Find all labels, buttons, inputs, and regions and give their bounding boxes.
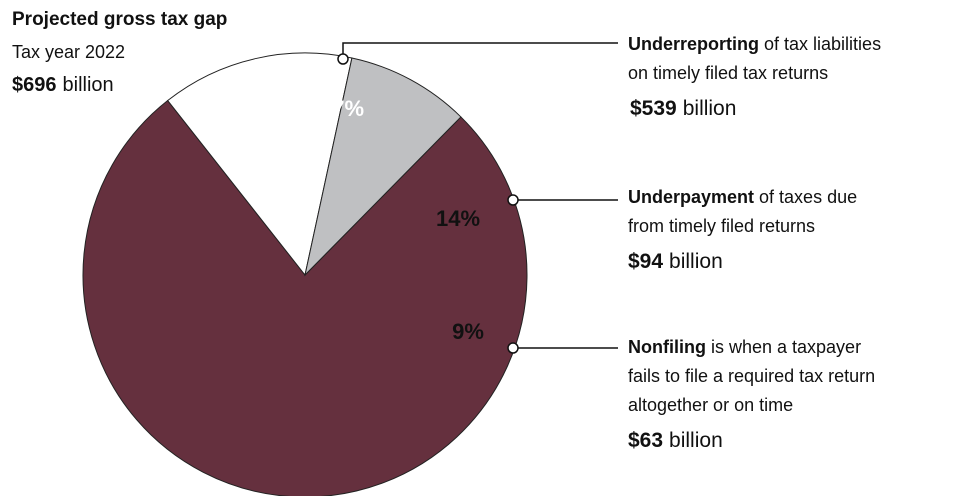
total: $696 billion [12,74,114,96]
category-name: Nonfiling [628,337,706,357]
description: altogether or on time [628,395,793,415]
leader-dot [337,53,349,65]
amount: $539 [630,97,677,120]
leader-dot [507,194,519,206]
slice-label: 77% [320,96,364,121]
description: of tax liabilities [764,34,881,54]
leader-line [342,42,618,59]
annotation-line: Underpayment of taxes due [628,187,857,207]
amount-unit: billion [683,97,737,120]
chart-subtitle: Tax year 2022 [12,42,125,62]
description: of taxes due [759,187,857,207]
leader-dot [507,342,519,354]
total-unit: billion [63,74,114,96]
amount-line: $94 billion [628,250,723,273]
chart-title: Projected gross tax gap [12,9,227,30]
slice-label: 14% [436,206,480,231]
amount-unit: billion [669,429,723,452]
description: fails to file a required tax return [628,366,875,386]
pie-slice [304,57,462,277]
description: on timely filed tax returns [628,63,828,83]
annotation-line: Underreporting of tax liabilities [628,34,881,54]
category-name: Underreporting [628,34,759,54]
pie-slice [167,52,353,277]
amount-line: $539 billion [630,97,736,120]
amount-line: $63 billion [628,429,723,452]
description: is when a taxpayer [711,337,861,357]
total-amount: $696 [12,74,57,96]
description: from timely filed returns [628,216,815,236]
amount-unit: billion [669,250,723,273]
amount: $63 [628,429,663,452]
category-name: Underpayment [628,187,754,207]
slice-label: 9% [452,319,484,344]
pie-slice [82,99,528,496]
amount: $94 [628,250,663,273]
annotation-line: Nonfiling is when a taxpayer [628,337,861,357]
